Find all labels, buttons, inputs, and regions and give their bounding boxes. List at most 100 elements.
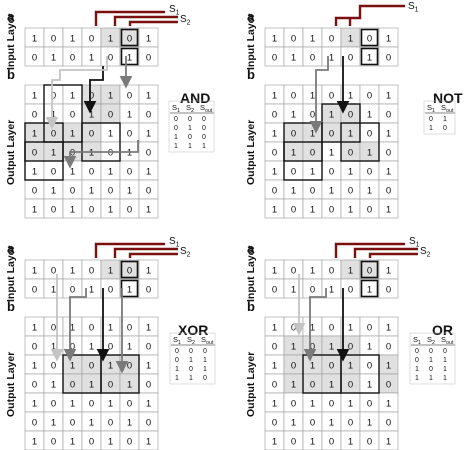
output-cell-value: 1: [329, 380, 334, 391]
input-cell-value: 0: [348, 53, 353, 64]
output-cell-value: 0: [348, 148, 353, 159]
truth-table-cell: 1: [429, 125, 433, 132]
output-cell-value: 0: [127, 205, 132, 216]
truth-table-cell: 0: [443, 125, 447, 132]
output-cell-value: 0: [51, 323, 56, 334]
truth-table-cell: 1: [203, 357, 207, 364]
signal-label-s1: S1: [409, 236, 420, 249]
output-cell-value: 1: [291, 418, 296, 429]
output-cell-value: 1: [310, 91, 315, 102]
output-cell-value: 0: [127, 399, 132, 410]
output-cell-value: 0: [291, 129, 296, 140]
output-cell-value: 1: [272, 361, 277, 372]
output-cell-value: 0: [272, 380, 277, 391]
output-cell-value: 0: [291, 167, 296, 178]
input-cell-value: 0: [367, 34, 372, 45]
output-cell-value: 0: [310, 148, 315, 159]
input-cell-highlight: [360, 279, 379, 298]
output-cell-value: 1: [32, 361, 37, 372]
arrow: [63, 288, 87, 362]
output-cell-value: 0: [146, 110, 151, 121]
input-cell-value: 1: [108, 266, 113, 277]
output-cell-value: 0: [51, 399, 56, 410]
output-cell-value: 0: [329, 205, 334, 216]
truth-table-cell: 0: [175, 348, 179, 355]
input-cell-value: 1: [272, 34, 277, 45]
output-cell-value: 0: [32, 418, 37, 429]
signal-label-s2: S2: [420, 246, 431, 259]
output-cell-value: 1: [146, 129, 151, 140]
output-cell-value: 1: [146, 205, 151, 216]
output-cell-value: 1: [108, 323, 113, 334]
output-cell-value: 0: [70, 148, 75, 159]
output-cell-value: 0: [146, 380, 151, 391]
truth-table-cell: 0: [189, 348, 193, 355]
truth-table-cell: 0: [429, 116, 433, 123]
input-cell-value: 0: [329, 34, 334, 45]
output-cell-value: 0: [329, 399, 334, 410]
output-cell-value: 0: [367, 129, 372, 140]
truth-table-header: Sout: [201, 335, 214, 346]
truth-table-header: S1: [413, 335, 421, 346]
output-cell-value: 1: [32, 167, 37, 178]
activation-box: [283, 141, 323, 181]
truth-table-cell: 1: [443, 366, 447, 373]
output-cell-value: 1: [108, 167, 113, 178]
input-cell-highlight: [360, 28, 379, 47]
output-cell-value: 1: [127, 110, 132, 121]
input-cell-value: 1: [70, 34, 75, 45]
output-cell-value: 1: [291, 380, 296, 391]
input-cell-value: 0: [108, 53, 113, 64]
output-cell-value: 1: [108, 205, 113, 216]
input-cell-value: 1: [272, 266, 277, 277]
output-cell-value: 0: [89, 399, 94, 410]
input-cell-highlight: [360, 47, 379, 66]
output-cell-value: 0: [310, 342, 315, 353]
output-cell-value: 0: [348, 186, 353, 197]
output-cell-value: 1: [386, 361, 391, 372]
truth-table-cell: 1: [415, 366, 419, 373]
input-cell-value: 1: [146, 266, 151, 277]
input-grid: 1 0 1 0 1 0 1 0 1 0 1 0 1 0: [24, 27, 159, 67]
output-cell-value: 1: [127, 418, 132, 429]
signal-label-s1: S1: [169, 4, 180, 17]
output-cell-value: 0: [32, 186, 37, 197]
truth-table-cell: 0: [415, 348, 419, 355]
input-cell-value: 1: [89, 285, 94, 296]
arrows: [45, 56, 139, 169]
output-layer-label: Output Layer: [245, 120, 257, 185]
output-cell-value: 1: [310, 361, 315, 372]
input-cell-value: 0: [32, 53, 37, 64]
truth-table-cell: 1: [188, 125, 192, 132]
output-cell-value: 0: [367, 399, 372, 410]
output-cell-value: 0: [146, 342, 151, 353]
output-cell-value: 0: [367, 437, 372, 448]
output-cell-value: 1: [272, 399, 277, 410]
output-cell-value: 0: [291, 437, 296, 448]
output-cell-value: 1: [348, 437, 353, 448]
signal-line-s1: [334, 4, 405, 26]
truth-table-cell: 0: [202, 116, 206, 123]
output-cell-value: 1: [108, 361, 113, 372]
output-cell-value: 0: [108, 342, 113, 353]
input-cell-value: 1: [127, 53, 132, 64]
output-cell-value: 1: [348, 205, 353, 216]
output-cell-value: 0: [291, 91, 296, 102]
output-cell-value: 1: [51, 418, 56, 429]
output-cell-value: 1: [329, 110, 334, 121]
output-cell-value: 1: [89, 418, 94, 429]
input-cell-value: 0: [51, 34, 56, 45]
output-cell-value: 1: [348, 167, 353, 178]
truth-table-cell: 1: [415, 375, 419, 382]
input-cell-value: 0: [310, 285, 315, 296]
input-cell-value: 1: [51, 53, 56, 64]
output-cell-value: 1: [386, 129, 391, 140]
truth-table-header: S1: [173, 335, 181, 346]
truth-table-cell: 1: [175, 375, 179, 382]
truth-table-header: S1: [172, 103, 180, 114]
truth-table-frame: [423, 100, 456, 135]
truth-table-cell: 1: [202, 143, 206, 150]
input-cell-value: 1: [32, 34, 37, 45]
output-cell-value: 0: [51, 167, 56, 178]
